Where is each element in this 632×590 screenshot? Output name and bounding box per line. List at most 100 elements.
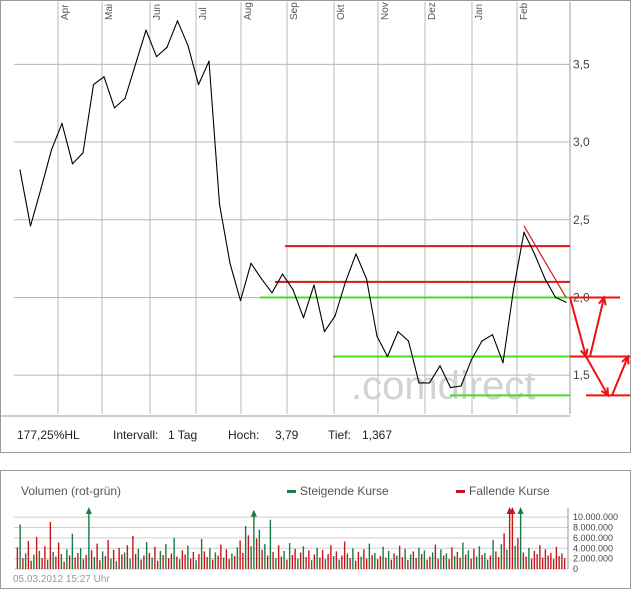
trend-line — [523, 225, 567, 298]
price-point — [334, 315, 336, 317]
x-tick-label: Jun — [152, 4, 163, 20]
x-tick-label: Jul — [198, 7, 209, 20]
y-tick-label: 3,5 — [573, 57, 590, 71]
price-point — [533, 253, 536, 255]
volume-y-tick-label: 6.000.000 — [573, 533, 613, 543]
volume-overflow-arrow — [509, 507, 516, 514]
interval-value: 1 Tag — [168, 428, 197, 442]
interval-label: Intervall: — [113, 428, 158, 442]
price-point — [82, 152, 84, 154]
price-point — [512, 289, 515, 291]
price-point — [239, 299, 242, 302]
price-point — [29, 225, 32, 227]
price-point — [229, 262, 231, 264]
price-point — [554, 296, 557, 299]
low-value: 1,367 — [362, 428, 392, 442]
volume-y-tick-label: 0 — [573, 564, 578, 574]
price-point — [50, 149, 53, 151]
volume-y-tick-labels: 10.000.0008.000.0006.000.0004.000.0002.0… — [573, 512, 618, 574]
price-point — [344, 281, 347, 283]
legend-falling-swatch — [456, 490, 465, 493]
watermark: .comdirect — [351, 364, 536, 408]
price-point — [71, 163, 74, 165]
price-series — [19, 20, 567, 389]
price-point — [92, 83, 95, 86]
price-point — [376, 335, 378, 337]
price-point — [460, 385, 462, 387]
price-point — [271, 292, 273, 294]
price-point — [155, 55, 158, 58]
price-point — [19, 169, 21, 171]
volume-overflow-arrow — [85, 507, 92, 514]
price-point — [355, 253, 357, 255]
x-tick-labels: Apr Mai Jun Jul Aug Sep Okt Nov Dez Jan Feb — [60, 2, 530, 20]
price-point — [103, 76, 105, 78]
volume-y-tick-label: 10.000.000 — [573, 512, 618, 522]
forecast-arrow-head — [598, 295, 607, 306]
legend-falling-label: Fallende Kurse — [469, 484, 550, 498]
price-point — [208, 60, 210, 62]
volume-gridlines — [14, 508, 569, 570]
legend-rising-label: Steigende Kurse — [300, 484, 389, 498]
x-tick-label: Sep — [289, 2, 300, 20]
price-point — [523, 231, 525, 233]
forecast-arrows — [569, 295, 630, 398]
high-value: 3,79 — [275, 428, 299, 442]
price-point — [544, 278, 546, 280]
volume-bars — [16, 507, 566, 569]
price-point — [61, 122, 63, 125]
x-tick-label: Aug — [243, 2, 254, 20]
x-tick-label: Apr — [60, 4, 71, 20]
price-point — [323, 331, 326, 333]
price-point — [134, 63, 137, 65]
price-point — [418, 382, 420, 384]
x-tick-label: Dez — [427, 2, 438, 20]
price-point — [250, 262, 252, 264]
price-panel-frame — [0, 0, 631, 453]
price-point — [313, 284, 315, 286]
forecast-arrow-shaft — [569, 297, 587, 357]
forecast-arrow-shaft — [585, 356, 609, 396]
price-point — [218, 203, 221, 205]
volume-y-tick-label: 4.000.000 — [573, 543, 613, 553]
price-point — [281, 273, 284, 275]
price-point — [124, 97, 126, 100]
level-lines — [260, 225, 570, 397]
price-point — [386, 355, 389, 358]
price-point — [302, 317, 305, 319]
volume-title: Volumen (rot-grün) — [21, 484, 121, 498]
volume-overflow-arrow — [517, 507, 524, 514]
performance-value: 177,25%HL — [17, 428, 80, 442]
forecast-arrow-shaft — [611, 356, 629, 396]
y-tick-label: 3,0 — [573, 135, 590, 149]
x-tick-label: Feb — [519, 2, 530, 20]
price-point — [40, 188, 42, 190]
price-point — [145, 29, 147, 31]
forecast-arrow-head — [600, 387, 610, 398]
price-point — [428, 382, 431, 384]
price-point — [365, 278, 368, 280]
forecast-arrow-shaft — [589, 297, 605, 357]
low-label: Tief: — [328, 428, 351, 442]
y-tick-label: 2,5 — [573, 213, 590, 227]
price-point — [502, 362, 504, 364]
y-tick-label: 1,5 — [573, 368, 590, 382]
price-point — [565, 301, 567, 303]
price-point — [397, 331, 399, 333]
price-point — [470, 359, 473, 361]
price-point — [292, 289, 294, 291]
x-tick-label: Nov — [380, 2, 391, 20]
high-label: Hoch: — [228, 428, 259, 442]
timestamp: 05.03.2012 15:27 Uhr — [13, 574, 110, 585]
x-tick-label: Okt — [336, 4, 347, 20]
legend-rising-swatch — [287, 490, 296, 493]
volume-overflow-arrow — [250, 509, 257, 517]
price-point — [481, 340, 483, 342]
price-point — [260, 278, 263, 280]
x-tick-label: Mai — [104, 4, 115, 20]
volume-y-tick-label: 2.000.000 — [573, 554, 613, 564]
price-point — [407, 340, 410, 342]
x-tick-label: Jan — [474, 4, 485, 20]
y-tick-labels: 1,52,02,53,03,5 — [573, 57, 590, 382]
